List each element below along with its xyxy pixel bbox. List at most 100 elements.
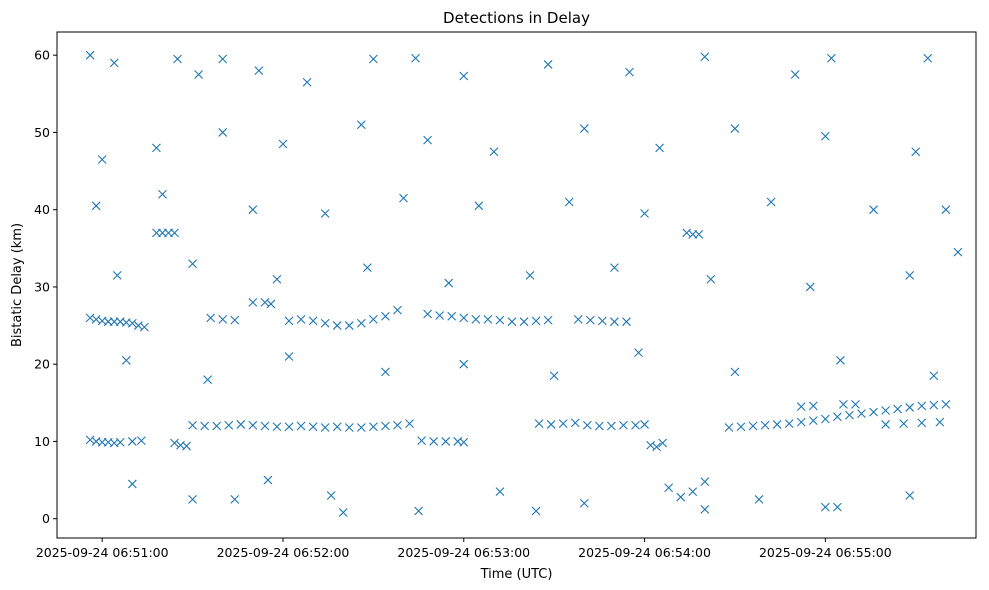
data-point-x-marker xyxy=(284,352,294,361)
data-point-x-marker xyxy=(115,437,125,447)
data-point-x-marker xyxy=(519,317,529,327)
data-point-x-marker xyxy=(405,419,414,429)
data-point-x-marker xyxy=(631,420,640,430)
data-point-x-marker xyxy=(85,313,95,323)
data-point-x-marker xyxy=(435,311,445,320)
data-point-x-marker xyxy=(564,197,574,207)
y-tick-label: 20 xyxy=(34,357,50,372)
data-point-x-marker xyxy=(495,315,505,325)
data-point-x-marker xyxy=(700,477,710,486)
data-point-x-marker xyxy=(127,437,137,446)
y-tick-label: 60 xyxy=(34,48,50,63)
data-point-x-marker xyxy=(170,438,179,448)
data-point-x-marker xyxy=(754,494,764,504)
data-point-x-marker xyxy=(796,402,806,412)
data-point-x-marker xyxy=(332,321,342,330)
data-point-x-marker xyxy=(724,423,734,432)
data-point-x-marker xyxy=(260,297,270,307)
data-point-x-marker xyxy=(820,414,830,424)
data-point-x-marker xyxy=(182,441,191,451)
data-point-x-marker xyxy=(625,67,634,77)
data-point-x-marker xyxy=(459,359,469,369)
data-point-x-marker xyxy=(655,143,665,153)
data-point-x-marker xyxy=(833,412,842,422)
data-point-x-marker xyxy=(284,422,294,432)
plot-frame xyxy=(56,31,977,539)
data-point-x-marker xyxy=(320,318,330,328)
data-point-x-marker xyxy=(362,263,372,273)
data-point-x-marker xyxy=(760,420,770,430)
data-point-x-marker xyxy=(881,420,890,429)
data-point-x-marker xyxy=(326,491,336,500)
y-tick-label: 10 xyxy=(34,434,50,449)
scatter-marks xyxy=(85,50,963,517)
data-point-x-marker xyxy=(594,421,604,431)
data-point-x-marker xyxy=(869,407,878,417)
x-tick-label: 2025-09-24 06:51:00 xyxy=(36,545,169,560)
data-point-x-marker xyxy=(417,436,426,446)
data-point-x-marker xyxy=(272,274,282,284)
data-point-x-marker xyxy=(152,143,161,153)
data-point-x-marker xyxy=(136,436,146,446)
data-point-x-marker xyxy=(109,58,119,68)
data-point-x-marker xyxy=(344,423,354,432)
data-point-x-marker xyxy=(284,316,294,326)
x-axis-label: Time (UTC) xyxy=(480,567,553,582)
data-point-x-marker xyxy=(610,317,619,327)
data-point-x-marker xyxy=(640,209,649,218)
data-point-x-marker xyxy=(805,282,815,292)
x-tick-label: 2025-09-24 06:55:00 xyxy=(759,545,892,560)
data-point-x-marker xyxy=(188,259,197,269)
data-point-x-marker xyxy=(597,316,607,326)
data-point-x-marker xyxy=(399,193,408,203)
data-point-x-marker xyxy=(203,375,213,385)
y-tick-label: 50 xyxy=(34,125,50,140)
data-point-x-marker xyxy=(423,309,433,319)
data-point-x-marker xyxy=(85,435,95,445)
data-point-x-marker xyxy=(570,418,580,428)
data-point-x-marker xyxy=(248,297,258,307)
data-point-x-marker xyxy=(344,321,354,330)
data-point-x-marker xyxy=(121,355,131,365)
data-point-x-marker xyxy=(531,506,541,516)
x-tick-label: 2025-09-24 06:52:00 xyxy=(217,545,350,560)
data-point-x-marker xyxy=(139,322,149,332)
data-point-x-marker xyxy=(905,270,915,280)
data-point-x-marker xyxy=(905,491,915,500)
data-point-x-marker xyxy=(133,321,143,330)
data-point-x-marker xyxy=(579,124,589,133)
data-point-x-marker xyxy=(579,498,589,508)
data-point-x-marker xyxy=(218,54,228,64)
data-point-x-marker xyxy=(278,139,288,149)
data-point-x-marker xyxy=(688,487,698,497)
data-point-x-marker xyxy=(543,315,553,325)
data-point-x-marker xyxy=(188,420,197,430)
data-point-x-marker xyxy=(381,311,390,321)
data-point-x-marker xyxy=(558,419,568,429)
data-point-x-marker xyxy=(97,155,107,164)
y-tick-label: 30 xyxy=(34,279,50,294)
data-point-x-marker xyxy=(766,197,776,207)
data-point-x-marker xyxy=(826,53,836,63)
data-point-x-marker xyxy=(941,399,951,409)
data-point-x-marker xyxy=(158,189,167,199)
data-point-x-marker xyxy=(549,371,559,381)
data-point-x-marker xyxy=(610,263,619,273)
data-point-x-marker xyxy=(836,355,845,365)
data-point-x-marker xyxy=(356,423,366,432)
data-point-x-marker xyxy=(784,419,794,429)
data-point-x-marker xyxy=(664,483,674,493)
data-point-x-marker xyxy=(248,205,258,215)
data-point-x-marker xyxy=(881,406,890,415)
data-point-x-marker xyxy=(899,419,909,429)
data-point-x-marker xyxy=(173,54,182,64)
data-point-x-marker xyxy=(393,305,402,315)
data-point-x-marker xyxy=(682,228,692,238)
data-point-x-marker xyxy=(676,492,686,502)
data-point-x-marker xyxy=(414,506,423,516)
data-point-x-marker xyxy=(808,401,818,411)
data-point-x-marker xyxy=(254,66,264,76)
data-point-x-marker xyxy=(917,401,927,411)
data-point-x-marker xyxy=(296,421,306,431)
